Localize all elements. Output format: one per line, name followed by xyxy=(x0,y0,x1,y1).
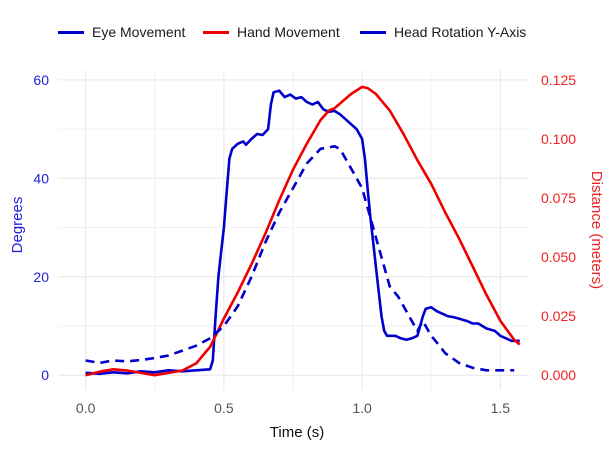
legend-label-hand: Hand Movement xyxy=(237,24,340,40)
series-line-eye-movement xyxy=(85,89,520,376)
legend-swatch-head xyxy=(360,30,386,34)
left-axis-title: Degrees xyxy=(9,197,26,254)
y-right-tick-label: 0.125 xyxy=(541,72,576,88)
series-line-head-rotation-y-axis xyxy=(85,145,515,372)
y-right-tick-label: 0.050 xyxy=(541,249,576,265)
right-axis-title: Distance (meters) xyxy=(588,171,605,289)
legend-label-head: Head Rotation Y-Axis xyxy=(394,24,527,40)
x-tick-label: 0.5 xyxy=(214,400,234,416)
x-tick-label: 0.0 xyxy=(76,400,96,416)
legend-item-head: Head Rotation Y-Axis xyxy=(360,20,526,44)
y-right-tick-label: 0.075 xyxy=(541,190,576,206)
legend-item-hand: Hand Movement xyxy=(203,20,340,44)
y-left-tick-label: 0 xyxy=(41,367,49,383)
x-axis-title: Time (s) xyxy=(270,424,324,441)
legend-item-eye: Eye Movement xyxy=(58,20,185,44)
series-layer xyxy=(85,85,521,377)
series-line-hand-movement xyxy=(85,85,521,377)
grid-lines xyxy=(58,70,528,390)
y-right-tick-label: 0.100 xyxy=(541,131,576,147)
y-left-tick-label: 60 xyxy=(33,72,49,88)
x-tick-label: 1.5 xyxy=(491,400,511,416)
y-right-tick-label: 0.025 xyxy=(541,308,576,324)
legend-label-eye: Eye Movement xyxy=(92,24,186,40)
legend-swatch-hand xyxy=(203,30,229,34)
tick-labels: 0.0 0.5 1.0 1.5 0 20 40 60 0.000 0.025 0.050 0.075 0… xyxy=(33,72,576,416)
y-left-tick-label: 20 xyxy=(33,269,49,285)
y-right-tick-label: 0.000 xyxy=(541,367,576,383)
legend-swatch-eye xyxy=(58,30,84,34)
legend: Eye Movement Hand Movement Head Rotation… xyxy=(0,20,614,44)
y-left-tick-label: 40 xyxy=(33,170,49,186)
x-tick-label: 1.0 xyxy=(352,400,372,416)
